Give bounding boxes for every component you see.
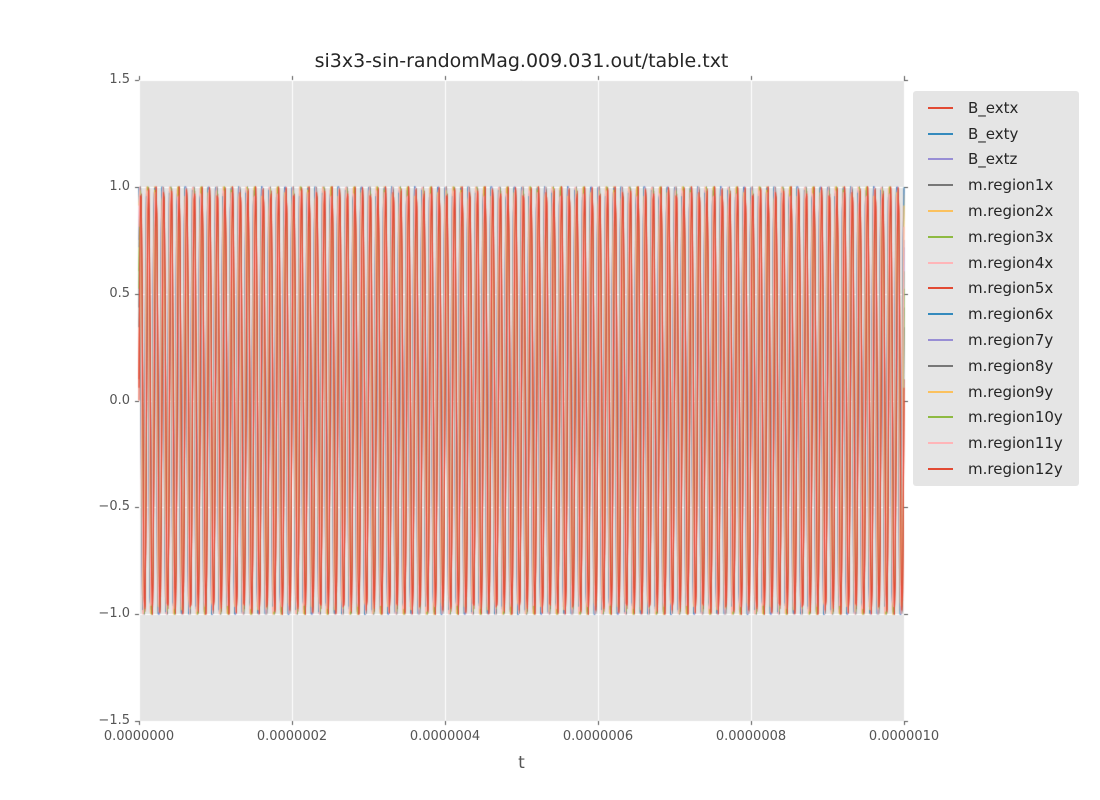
legend-line-sample [928,261,953,264]
legend: B_extx B_exty B_extz m.region1x m.region2x m.… [913,91,1079,486]
legend-line-sample [928,132,953,135]
legend-label: m.region3x [968,227,1054,246]
y-tick-label: 0.0 [109,392,130,408]
legend-line-sample [928,313,953,316]
legend-line-sample [928,210,953,213]
legend-label: m.region10y [968,408,1063,427]
legend-item-B_extz: B_extz [913,147,1079,173]
legend-item-m.region5x: m.region5x [913,276,1079,302]
x-axis-label: t [518,753,525,773]
legend-label: B_extz [968,150,1018,169]
legend-line-sample [928,364,953,367]
x-tick-label: 0.0000010 [868,729,940,744]
legend-label: m.region2x [968,202,1054,221]
legend-label: m.region9y [968,382,1054,401]
legend-line-sample [928,339,953,342]
legend-line-sample [928,416,953,419]
legend-label: m.region8y [968,356,1054,375]
x-tick-label: 0.0000008 [715,729,787,744]
legend-item-m.region9y: m.region9y [913,379,1079,405]
legend-label: m.region4x [968,253,1054,272]
legend-label: m.region5x [968,279,1054,298]
legend-item-m.region3x: m.region3x [913,224,1079,250]
legend-label: B_exty [968,124,1019,143]
legend-item-B_exty: B_exty [913,121,1079,147]
legend-label: m.region7y [968,331,1054,350]
y-tick-label: 1.0 [109,178,130,194]
legend-line-sample [928,184,953,187]
y-tick-label: −1.0 [98,606,130,622]
legend-item-B_extx: B_extx [913,95,1079,121]
legend-line-sample [928,442,953,445]
legend-line-sample [928,468,953,471]
legend-label: m.region6x [968,305,1054,324]
x-tick-label: 0.0000002 [256,729,328,744]
legend-label: m.region12y [968,460,1063,479]
legend-item-m.region7y: m.region7y [913,327,1079,353]
x-tick-label: 0.0000000 [103,729,175,744]
y-tick-label: 1.5 [109,72,130,87]
legend-line-sample [928,158,953,161]
legend-item-m.region4x: m.region4x [913,250,1079,276]
legend-item-m.region8y: m.region8y [913,353,1079,379]
x-tick-label: 0.0000004 [409,729,481,744]
y-tick-label: −0.5 [98,499,130,515]
legend-line-sample [928,287,953,290]
y-tick-label: 0.5 [109,285,130,301]
y-tick-label: −1.5 [98,713,130,728]
x-tick-label: 0.0000006 [562,729,634,744]
legend-label: m.region11y [968,434,1063,453]
legend-item-m.region1x: m.region1x [913,172,1079,198]
legend-item-m.region11y: m.region11y [913,430,1079,456]
legend-line-sample [928,106,953,109]
legend-item-m.region6x: m.region6x [913,301,1079,327]
legend-line-sample [928,235,953,238]
legend-label: m.region1x [968,176,1054,195]
chart-title: si3x3-sin-randomMag.009.031.out/table.tx… [314,50,729,72]
legend-item-m.region2x: m.region2x [913,198,1079,224]
legend-item-m.region10y: m.region10y [913,405,1079,431]
legend-item-m.region12y: m.region12y [913,456,1079,482]
legend-label: B_extx [968,98,1019,117]
legend-line-sample [928,390,953,393]
